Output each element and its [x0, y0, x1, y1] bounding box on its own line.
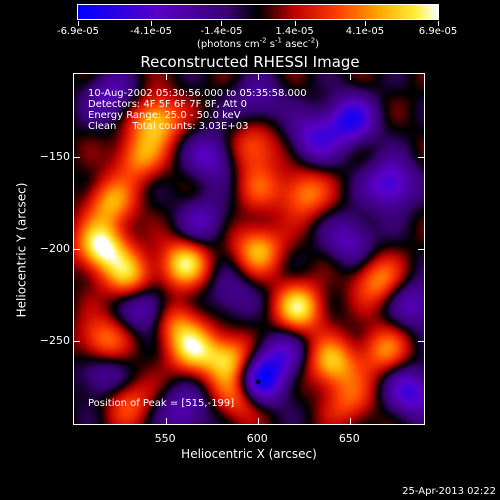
annotation-peak-position: Position of Peak = [515,-199]	[88, 398, 235, 409]
x-axis-label: Heliocentric X (arcsec)	[181, 447, 317, 461]
x-axis-tick	[350, 418, 352, 424]
colorbar-tick-label: -1.4e-05	[200, 26, 243, 37]
x-axis-tick	[258, 74, 260, 80]
timestamp: 25-Apr-2013 02:22	[402, 486, 496, 497]
colorbar-tick	[151, 21, 153, 26]
y-axis-tick	[418, 341, 424, 343]
chart-title: Reconstructed RHESSI Image	[140, 53, 360, 71]
y-axis-tick	[74, 249, 80, 250]
colorbar-tick-label: -4.1e-05	[130, 26, 173, 37]
colorbar-tick	[438, 21, 439, 26]
x-axis-tick	[166, 74, 168, 80]
y-axis-tick	[74, 156, 80, 158]
plot-area: 10-Aug-2002 05:30:56.000 to 05:35:58.000…	[73, 73, 425, 425]
colorbar-tick	[78, 21, 79, 26]
colorbar-tick	[364, 21, 366, 26]
heatmap-image	[74, 74, 424, 424]
y-axis-tick	[74, 341, 80, 343]
x-axis-tick	[350, 74, 352, 80]
y-axis-tick-label: −200	[39, 242, 70, 255]
colorbar	[77, 4, 439, 20]
colorbar-tick	[221, 21, 223, 26]
colorbar-tick-label: 4.1e-05	[345, 26, 385, 37]
y-axis-tick	[418, 249, 424, 250]
y-axis-tick-label: −250	[39, 334, 70, 348]
x-axis-tick-label: 650	[338, 432, 360, 445]
annotation-energy-range: Energy Range: 25.0 - 50.0 keV	[88, 110, 241, 121]
y-axis-label: Heliocentric Y (arcsec)	[14, 182, 29, 318]
x-axis-tick-label: 600	[246, 432, 268, 445]
annotation-time-range: 10-Aug-2002 05:30:56.000 to 05:35:58.000	[88, 88, 307, 99]
annotation-detectors: Detectors: 4F 5F 6F 7F 8F, Att 0	[88, 99, 248, 110]
y-axis-tick	[418, 156, 424, 158]
annotation-clean-counts: Clean Total counts: 3.03E+03	[88, 121, 249, 132]
x-axis-tick	[166, 418, 168, 424]
colorbar-tick	[294, 21, 296, 26]
colorbar-tick-label: 6.9e-05	[418, 26, 458, 37]
colorbar-tick-label: -6.9e-05	[57, 26, 99, 37]
x-axis-tick-label: 550	[154, 432, 176, 445]
y-axis-tick-label: −150	[39, 149, 70, 163]
colorbar-tick-label: 1.4e-05	[275, 26, 314, 37]
x-axis-tick	[258, 418, 260, 424]
colorbar-units: (photons cm-2 s-1 asec-2)	[196, 36, 320, 50]
